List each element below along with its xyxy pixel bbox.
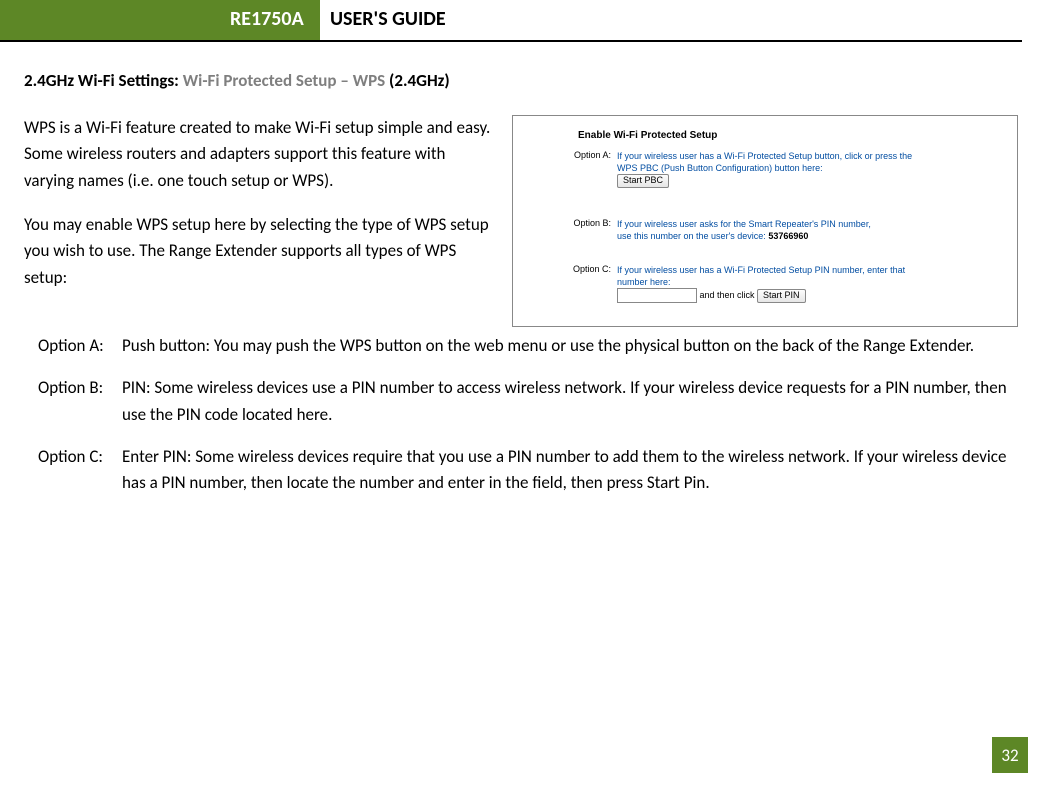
- panel-optA-label: Option A:: [551, 150, 611, 160]
- options-block: Option A: Push button: You may push the …: [24, 333, 1018, 497]
- product-code: RE1750A: [230, 7, 304, 31]
- option-c-desc: Enter PIN: Some wireless devices require…: [122, 444, 1018, 497]
- pin-input[interactable]: [617, 288, 697, 303]
- panel-optA-line1: If your wireless user has a Wi-Fi Protec…: [617, 151, 912, 161]
- panel-optB-label: Option B:: [551, 218, 611, 228]
- option-b-desc: PIN: Some wireless devices use a PIN num…: [122, 375, 1018, 428]
- page-number: 32: [992, 737, 1028, 773]
- section-heading-suffix: (2.4GHz): [389, 70, 450, 91]
- option-a-desc: Push button: You may push the WPS button…: [122, 333, 1018, 359]
- section-heading-grey: Wi-Fi Protected Setup – WPS: [183, 70, 389, 91]
- doc-title: USER'S GUIDE: [330, 7, 446, 31]
- panel-optA-text: If your wireless user has a Wi-Fi Protec…: [617, 150, 912, 188]
- intro-paragraph-2: You may enable WPS setup here by selecti…: [24, 212, 494, 291]
- section-heading: 2.4GHz Wi-Fi Settings: Wi-Fi Protected S…: [24, 70, 1018, 91]
- page-content: 2.4GHz Wi-Fi Settings: Wi-Fi Protected S…: [0, 42, 1042, 497]
- page-header: RE1750A USER'S GUIDE: [0, 0, 1022, 42]
- panel-optB-line2-prefix: use this number on the user's device:: [617, 231, 768, 241]
- panel-optA-line2: WPS PBC (Push Button Configuration) butt…: [617, 163, 823, 173]
- panel-optC-line1: If your wireless user has a Wi-Fi Protec…: [617, 265, 905, 275]
- option-b-row: Option B: PIN: Some wireless devices use…: [38, 375, 1018, 428]
- option-b-key: Option B:: [38, 375, 122, 428]
- option-c-key: Option C:: [38, 444, 122, 497]
- section-heading-prefix: 2.4GHz Wi-Fi Settings:: [24, 70, 183, 91]
- intro-paragraph-1: WPS is a Wi-Fi feature created to make W…: [24, 115, 494, 194]
- option-c-row: Option C: Enter PIN: Some wireless devic…: [38, 444, 1018, 497]
- panel-optB-line1: If your wireless user asks for the Smart…: [617, 219, 871, 229]
- body-left-column: WPS is a Wi-Fi feature created to make W…: [24, 115, 512, 309]
- panel-optB-pin: 53766960: [768, 231, 808, 241]
- panel-optC-label: Option C:: [551, 264, 611, 274]
- panel-optC-text: If your wireless user has a Wi-Fi Protec…: [617, 264, 905, 303]
- start-pin-button[interactable]: Start PIN: [757, 289, 806, 303]
- option-a-key: Option A:: [38, 333, 122, 359]
- panel-title: Enable Wi-Fi Protected Setup: [578, 130, 717, 141]
- wps-screenshot-panel: Enable Wi-Fi Protected Setup Option A: I…: [512, 115, 1018, 327]
- panel-optC-line2: number here:: [617, 277, 671, 287]
- panel-optC-after-input: and then click: [697, 290, 757, 300]
- panel-optB-text: If your wireless user asks for the Smart…: [617, 218, 871, 242]
- body-row: WPS is a Wi-Fi feature created to make W…: [24, 115, 1018, 327]
- option-a-row: Option A: Push button: You may push the …: [38, 333, 1018, 359]
- start-pbc-button[interactable]: Start PBC: [617, 174, 669, 188]
